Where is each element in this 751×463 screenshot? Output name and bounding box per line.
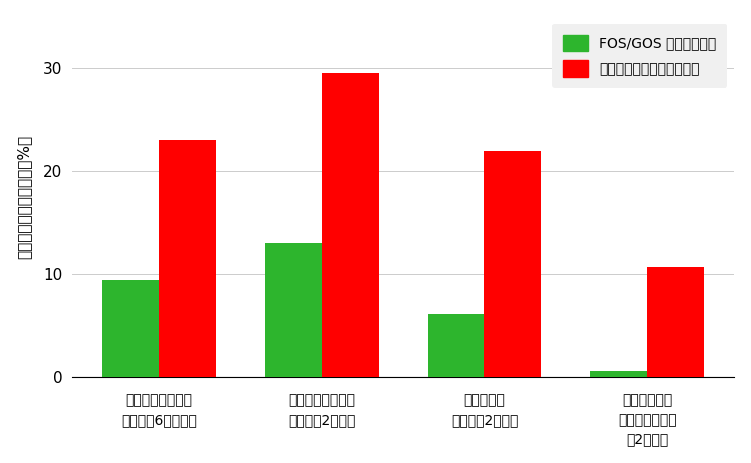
- Bar: [102, 281, 159, 377]
- Bar: [590, 371, 647, 377]
- Bar: [321, 73, 379, 377]
- Y-axis label: アレルギー疾患発症率（%）: アレルギー疾患発症率（%）: [17, 135, 32, 259]
- Bar: [484, 150, 541, 377]
- Bar: [265, 244, 321, 377]
- Bar: [427, 314, 484, 377]
- Legend: FOS/GOS 混合物摄取群, マルトデキストリン摄取群: FOS/GOS 混合物摄取群, マルトデキストリン摄取群: [552, 24, 728, 88]
- Bar: [647, 267, 704, 377]
- Bar: [159, 140, 216, 377]
